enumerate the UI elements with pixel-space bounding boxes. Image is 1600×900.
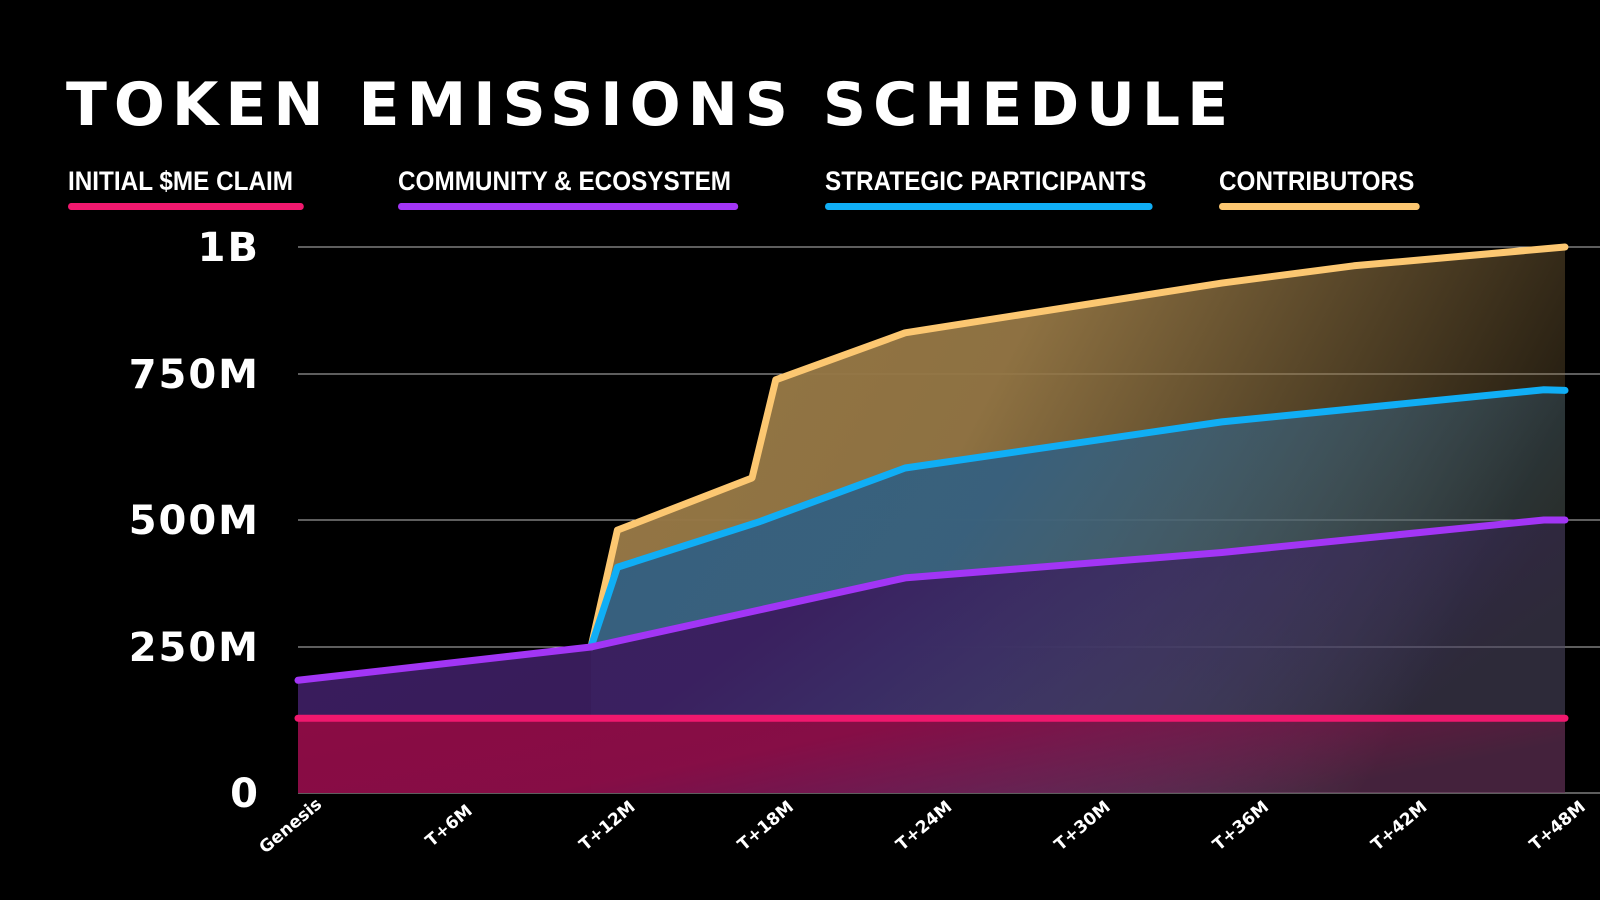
x-tick-label: T+42M [1368, 797, 1432, 855]
legend-label: INITIAL $ME CLAIM [68, 166, 294, 196]
x-tick-label: T+12M [576, 797, 640, 855]
y-tick-label: 1B [198, 225, 260, 271]
x-tick-label: T+30M [1051, 797, 1115, 855]
legend-item: CONTRIBUTORS [1219, 166, 1420, 210]
legend-swatch [68, 203, 304, 210]
legend-item: INITIAL $ME CLAIM [68, 166, 304, 210]
y-tick-label: 500M [129, 498, 260, 544]
series-line [587, 243, 1569, 651]
legend-item: COMMUNITY & ECOSYSTEM [398, 166, 738, 210]
legend-label: STRATEGIC PARTICIPANTS [825, 166, 1147, 196]
legend-swatch [825, 203, 1153, 210]
series-line [587, 386, 1569, 651]
y-tick-label: 750M [129, 352, 260, 398]
legend-item: STRATEGIC PARTICIPANTS [825, 166, 1153, 210]
x-tick-label: T+36M [1209, 797, 1273, 855]
legend-swatch [1219, 203, 1420, 210]
legend-label: COMMUNITY & ECOSYSTEM [398, 166, 732, 196]
x-tick-label: T+18M [734, 797, 798, 855]
legend-label: CONTRIBUTORS [1219, 166, 1415, 196]
x-tick-label: T+6M [422, 801, 477, 851]
series-line [294, 516, 1569, 684]
y-tick-label: 250M [129, 625, 260, 671]
area-0 [298, 718, 1565, 793]
x-tick-label: T+24M [892, 797, 956, 855]
x-tick-label: Genesis [256, 794, 326, 858]
x-tick-label: T+48M [1526, 797, 1590, 855]
y-tick-label: 0 [230, 771, 260, 817]
legend-swatch [398, 203, 738, 210]
chart-title: TOKEN EMISSIONS SCHEDULE [66, 70, 1236, 140]
